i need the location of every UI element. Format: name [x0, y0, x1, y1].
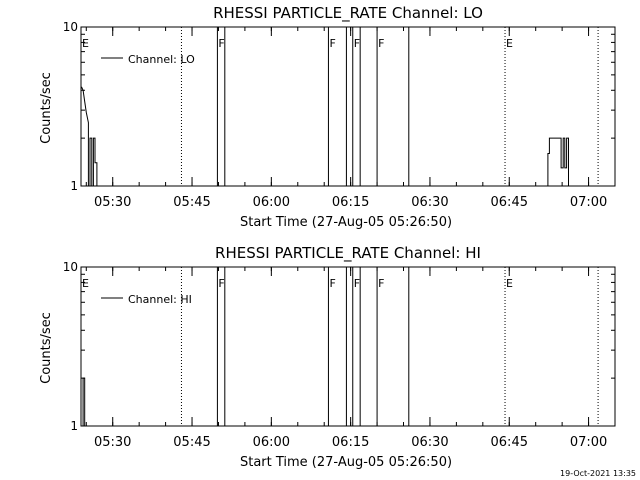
x-tick-label: 06:45 — [491, 435, 528, 450]
x-axis-label: Start Time (27-Aug-05 05:26:50) — [240, 455, 452, 470]
x-tick-label: 06:00 — [253, 195, 290, 210]
data-series-line — [81, 86, 569, 187]
data-series-line — [82, 377, 86, 426]
x-tick-label: 06:15 — [332, 195, 369, 210]
y-tick-label: 1 — [70, 419, 78, 433]
panel-lo: RHESSI PARTICLE_RATE Channel: LO Start T… — [39, 4, 616, 230]
legend-label: Channel: LO — [128, 53, 195, 66]
event-marker-label: F — [218, 37, 224, 50]
event-marker-label: F — [354, 277, 360, 290]
chart-title: RHESSI PARTICLE_RATE Channel: LO — [213, 4, 483, 23]
x-tick-label: 05:45 — [173, 195, 210, 210]
event-marker-label: E — [506, 277, 513, 290]
x-tick-label: 06:30 — [411, 195, 448, 210]
event-marker-label: F — [329, 37, 335, 50]
x-tick-label: 07:00 — [570, 195, 607, 210]
x-axis-label: Start Time (27-Aug-05 05:26:50) — [240, 215, 452, 230]
event-marker-label: F — [378, 37, 384, 50]
date-stamp: 19-Oct-2021 13:35 — [560, 469, 636, 478]
event-marker-label: E — [82, 277, 89, 290]
x-tick-label: 06:15 — [332, 435, 369, 450]
event-marker-label: E — [506, 37, 513, 50]
x-tick-label: 05:30 — [94, 195, 131, 210]
legend-label: Channel: HI — [128, 293, 192, 306]
event-marker-label: E — [82, 37, 89, 50]
plot-frame — [80, 266, 616, 427]
y-tick-label: 1 — [70, 179, 78, 193]
event-marker-label: F — [218, 277, 224, 290]
x-tick-label: 06:45 — [491, 195, 528, 210]
x-tick-label: 05:30 — [94, 435, 131, 450]
y-axis-label: Counts/sec — [39, 312, 54, 384]
y-axis-label: Counts/sec — [39, 72, 54, 144]
event-marker-label: F — [354, 37, 360, 50]
x-tick-label: 06:30 — [411, 435, 448, 450]
x-tick-label: 05:45 — [173, 435, 210, 450]
event-marker-label: F — [329, 277, 335, 290]
chart-title: RHESSI PARTICLE_RATE Channel: HI — [215, 244, 481, 263]
panel-hi: RHESSI PARTICLE_RATE Channel: HI Start T… — [39, 244, 616, 470]
x-tick-label: 07:00 — [570, 435, 607, 450]
event-marker-label: F — [378, 277, 384, 290]
x-tick-label: 06:00 — [253, 435, 290, 450]
y-tick-label: 10 — [63, 260, 78, 274]
y-tick-label: 10 — [63, 20, 78, 34]
